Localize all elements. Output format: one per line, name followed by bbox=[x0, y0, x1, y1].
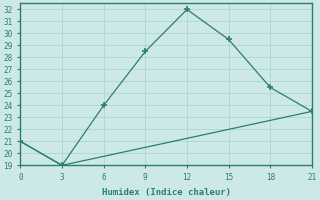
X-axis label: Humidex (Indice chaleur): Humidex (Indice chaleur) bbox=[102, 188, 231, 197]
